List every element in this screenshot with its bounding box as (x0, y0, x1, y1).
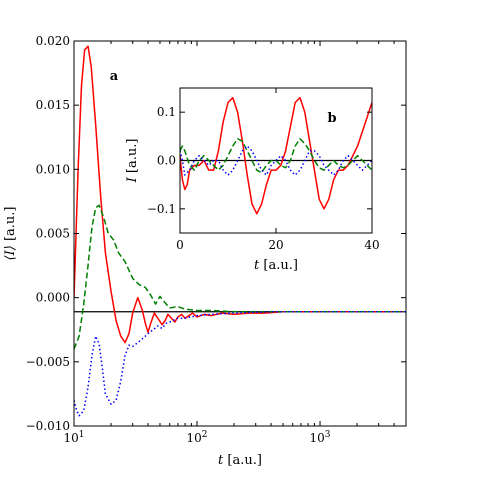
inset-chart: 0 20 40 −0.1 0.0 0.1 t [a.u.] I [a.u.] b (125, 87, 380, 273)
y-tick-label: 0.015 (36, 98, 70, 112)
x-tick-label: 102 (187, 430, 208, 445)
x-tick-label: 0 (176, 238, 184, 252)
y-axis-label: I [a.u.] (125, 139, 140, 184)
y-tick-label: −0.010 (26, 419, 70, 433)
y-tick-label: −0.1 (147, 202, 176, 216)
panel-label-b: b (327, 111, 336, 126)
series-line-dotted (180, 145, 372, 176)
series-group (74, 45, 406, 417)
series-group (180, 96, 372, 215)
y-tick-label: 0.005 (36, 227, 70, 241)
x-tick-label: 103 (310, 430, 331, 445)
y-axis-label: ⟨I⟩ [a.u.] (3, 207, 18, 261)
series-line-dashed (180, 138, 372, 174)
x-axis-label: t [a.u.] (218, 453, 262, 468)
x-tick-label: 40 (364, 238, 379, 252)
x-ticks: 0 20 40 (176, 88, 380, 252)
y-tick-label: 0.020 (36, 34, 70, 48)
series-line-solid (180, 96, 372, 215)
panel-label-a: a (110, 69, 119, 84)
y-tick-label: 0.1 (157, 105, 176, 119)
series-line-solid (74, 45, 406, 344)
x-minor-ticks (110, 41, 395, 426)
series-line-dotted (74, 311, 406, 417)
y-ticks: −0.1 0.0 0.1 (147, 105, 372, 216)
y-tick-label: −0.005 (26, 355, 70, 369)
y-tick-label: 0.0 (157, 154, 176, 168)
x-tick-label: 20 (268, 238, 283, 252)
x-axis-label: t [a.u.] (254, 258, 298, 273)
y-tick-label: 0.000 (36, 291, 70, 305)
y-tick-label: 0.010 (36, 162, 70, 176)
